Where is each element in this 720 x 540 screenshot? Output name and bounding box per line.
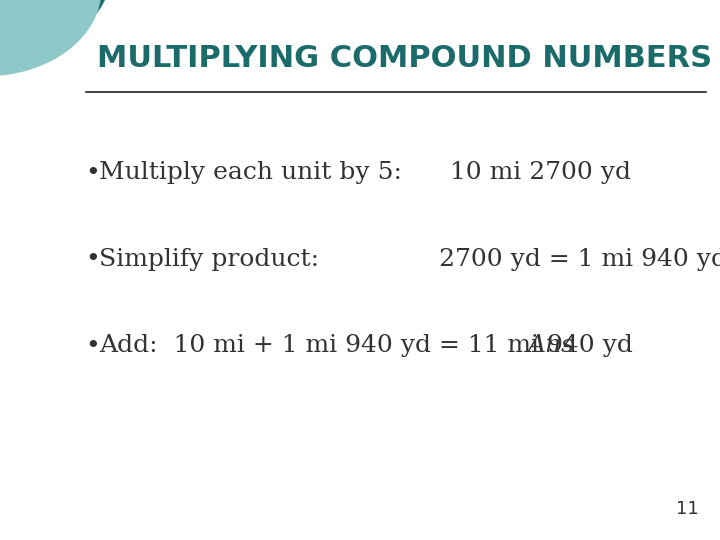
Text: •: • — [85, 247, 99, 271]
Circle shape — [0, 0, 101, 76]
Text: •: • — [85, 334, 99, 357]
Text: Multiply each unit by 5:      10 mi 2700 yd: Multiply each unit by 5: 10 mi 2700 yd — [99, 161, 631, 184]
Text: 11: 11 — [675, 501, 698, 518]
Circle shape — [0, 0, 115, 76]
Text: Simplify product:               2700 yd = 1 mi 940 yd: Simplify product: 2700 yd = 1 mi 940 yd — [99, 248, 720, 271]
Text: Ans: Ans — [528, 334, 575, 357]
Text: Add:  10 mi + 1 mi 940 yd = 11 mi 940 yd: Add: 10 mi + 1 mi 940 yd = 11 mi 940 yd — [99, 334, 642, 357]
Text: MULTIPLYING COMPOUND NUMBERS: MULTIPLYING COMPOUND NUMBERS — [97, 44, 712, 73]
Text: •: • — [85, 161, 99, 185]
